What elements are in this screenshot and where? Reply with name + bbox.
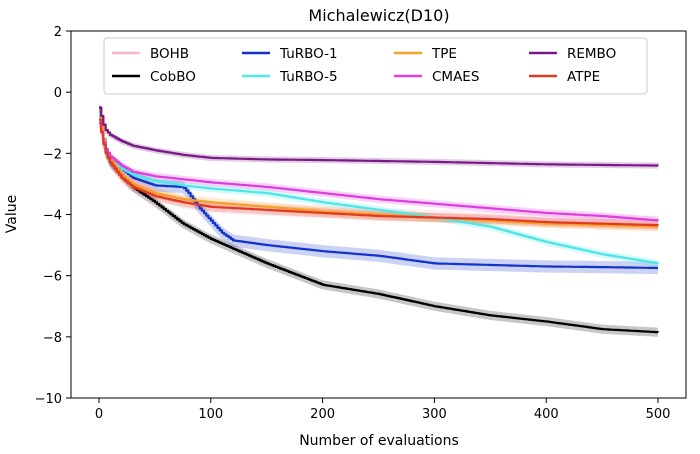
legend-label-turbo-5: TuRBO-5 [279, 69, 338, 85]
legend-label-rembo: REMBO [567, 46, 616, 62]
y-axis-label: Value [4, 195, 20, 233]
chart-title: Michalewicz(D10) [308, 6, 449, 25]
legend-label-turbo-1: TuRBO-1 [279, 46, 338, 62]
legend-label-bohb: BOHB [150, 46, 189, 62]
y-tick-label: −8 [43, 331, 62, 346]
x-tick-label: 400 [534, 407, 559, 422]
x-tick-label: 100 [198, 407, 223, 422]
x-tick-label: 500 [646, 407, 671, 422]
x-axis-label: Number of evaluations [299, 433, 459, 449]
x-tick-label: 0 [95, 407, 103, 422]
y-tick-label: −10 [35, 392, 62, 407]
chart: Michalewicz(D10) Number of evaluations V… [0, 0, 700, 454]
y-tick-label: −6 [43, 270, 62, 285]
x-tick-label: 200 [310, 407, 335, 422]
y-tick-label: −4 [43, 209, 62, 224]
legend-label-atpe: ATPE [567, 69, 600, 85]
legend-label-cmaes: CMAES [432, 69, 479, 85]
legend-label-cobbo: CobBO [150, 69, 196, 85]
y-tick-label: 0 [54, 86, 62, 101]
legend: BOHB CobBO TuRBO-1 TuRBO-5 TPE CMAES REMBO ATPE [104, 38, 647, 94]
y-tick-label: 2 [54, 25, 62, 40]
legend-label-tpe: TPE [431, 46, 457, 62]
y-tick-label: −2 [43, 147, 62, 162]
x-tick-label: 300 [422, 407, 447, 422]
